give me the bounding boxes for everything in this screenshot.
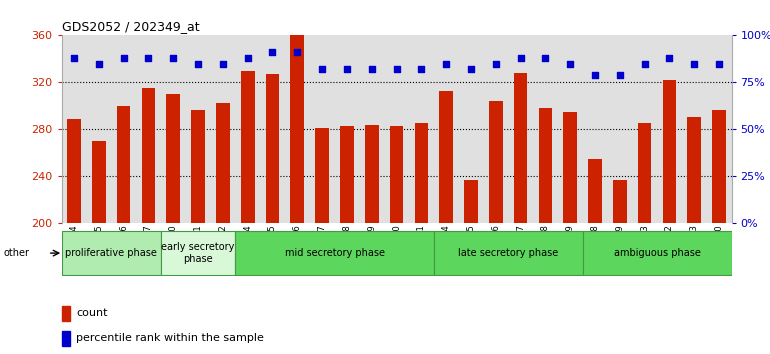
Bar [62,331,70,346]
Point [415,66,427,72]
Text: count: count [76,308,108,318]
Bar [712,110,726,223]
FancyBboxPatch shape [236,231,434,275]
Point [266,50,279,55]
Point [390,66,403,72]
Bar [62,306,70,321]
Bar [315,128,329,223]
Bar [538,108,552,223]
Point [663,55,675,61]
Bar [67,119,81,223]
Point [564,61,577,67]
Text: other: other [4,248,30,258]
FancyBboxPatch shape [161,231,236,275]
Point [539,55,551,61]
Point [614,72,626,78]
Bar [514,73,527,223]
Bar [365,125,379,223]
Bar [464,179,478,223]
Text: percentile rank within the sample: percentile rank within the sample [76,333,264,343]
Bar [414,123,428,223]
Point [366,66,378,72]
Point [589,72,601,78]
Bar [440,91,453,223]
Bar [688,118,701,223]
Point [514,55,527,61]
Point [242,55,254,61]
Point [192,61,204,67]
Point [638,61,651,67]
Bar [92,141,105,223]
Point [142,55,155,61]
FancyBboxPatch shape [62,231,161,275]
Text: GDS2052 / 202349_at: GDS2052 / 202349_at [62,20,199,33]
Bar [216,103,229,223]
Text: early secretory
phase: early secretory phase [162,242,235,264]
Point [68,55,80,61]
Point [316,66,328,72]
Point [440,61,452,67]
Bar [340,126,353,223]
Bar [564,112,577,223]
Bar [663,80,676,223]
FancyBboxPatch shape [434,231,583,275]
Point [688,61,701,67]
Point [216,61,229,67]
Point [167,55,179,61]
Bar [142,88,156,223]
Text: late secretory phase: late secretory phase [458,248,558,258]
Text: mid secretory phase: mid secretory phase [285,248,384,258]
Bar [117,106,130,223]
Point [465,66,477,72]
Bar [266,74,280,223]
Point [92,61,105,67]
Bar [191,110,205,223]
Text: ambiguous phase: ambiguous phase [614,248,701,258]
Bar [588,159,602,223]
FancyBboxPatch shape [583,231,732,275]
Bar [613,179,627,223]
Bar [166,94,180,223]
Point [341,66,353,72]
Point [118,55,130,61]
Bar [290,35,304,223]
Bar [390,126,403,223]
Point [490,61,502,67]
Point [713,61,725,67]
Bar [638,123,651,223]
Text: proliferative phase: proliferative phase [65,248,157,258]
Bar [489,101,503,223]
Bar [241,70,255,223]
Point [291,50,303,55]
